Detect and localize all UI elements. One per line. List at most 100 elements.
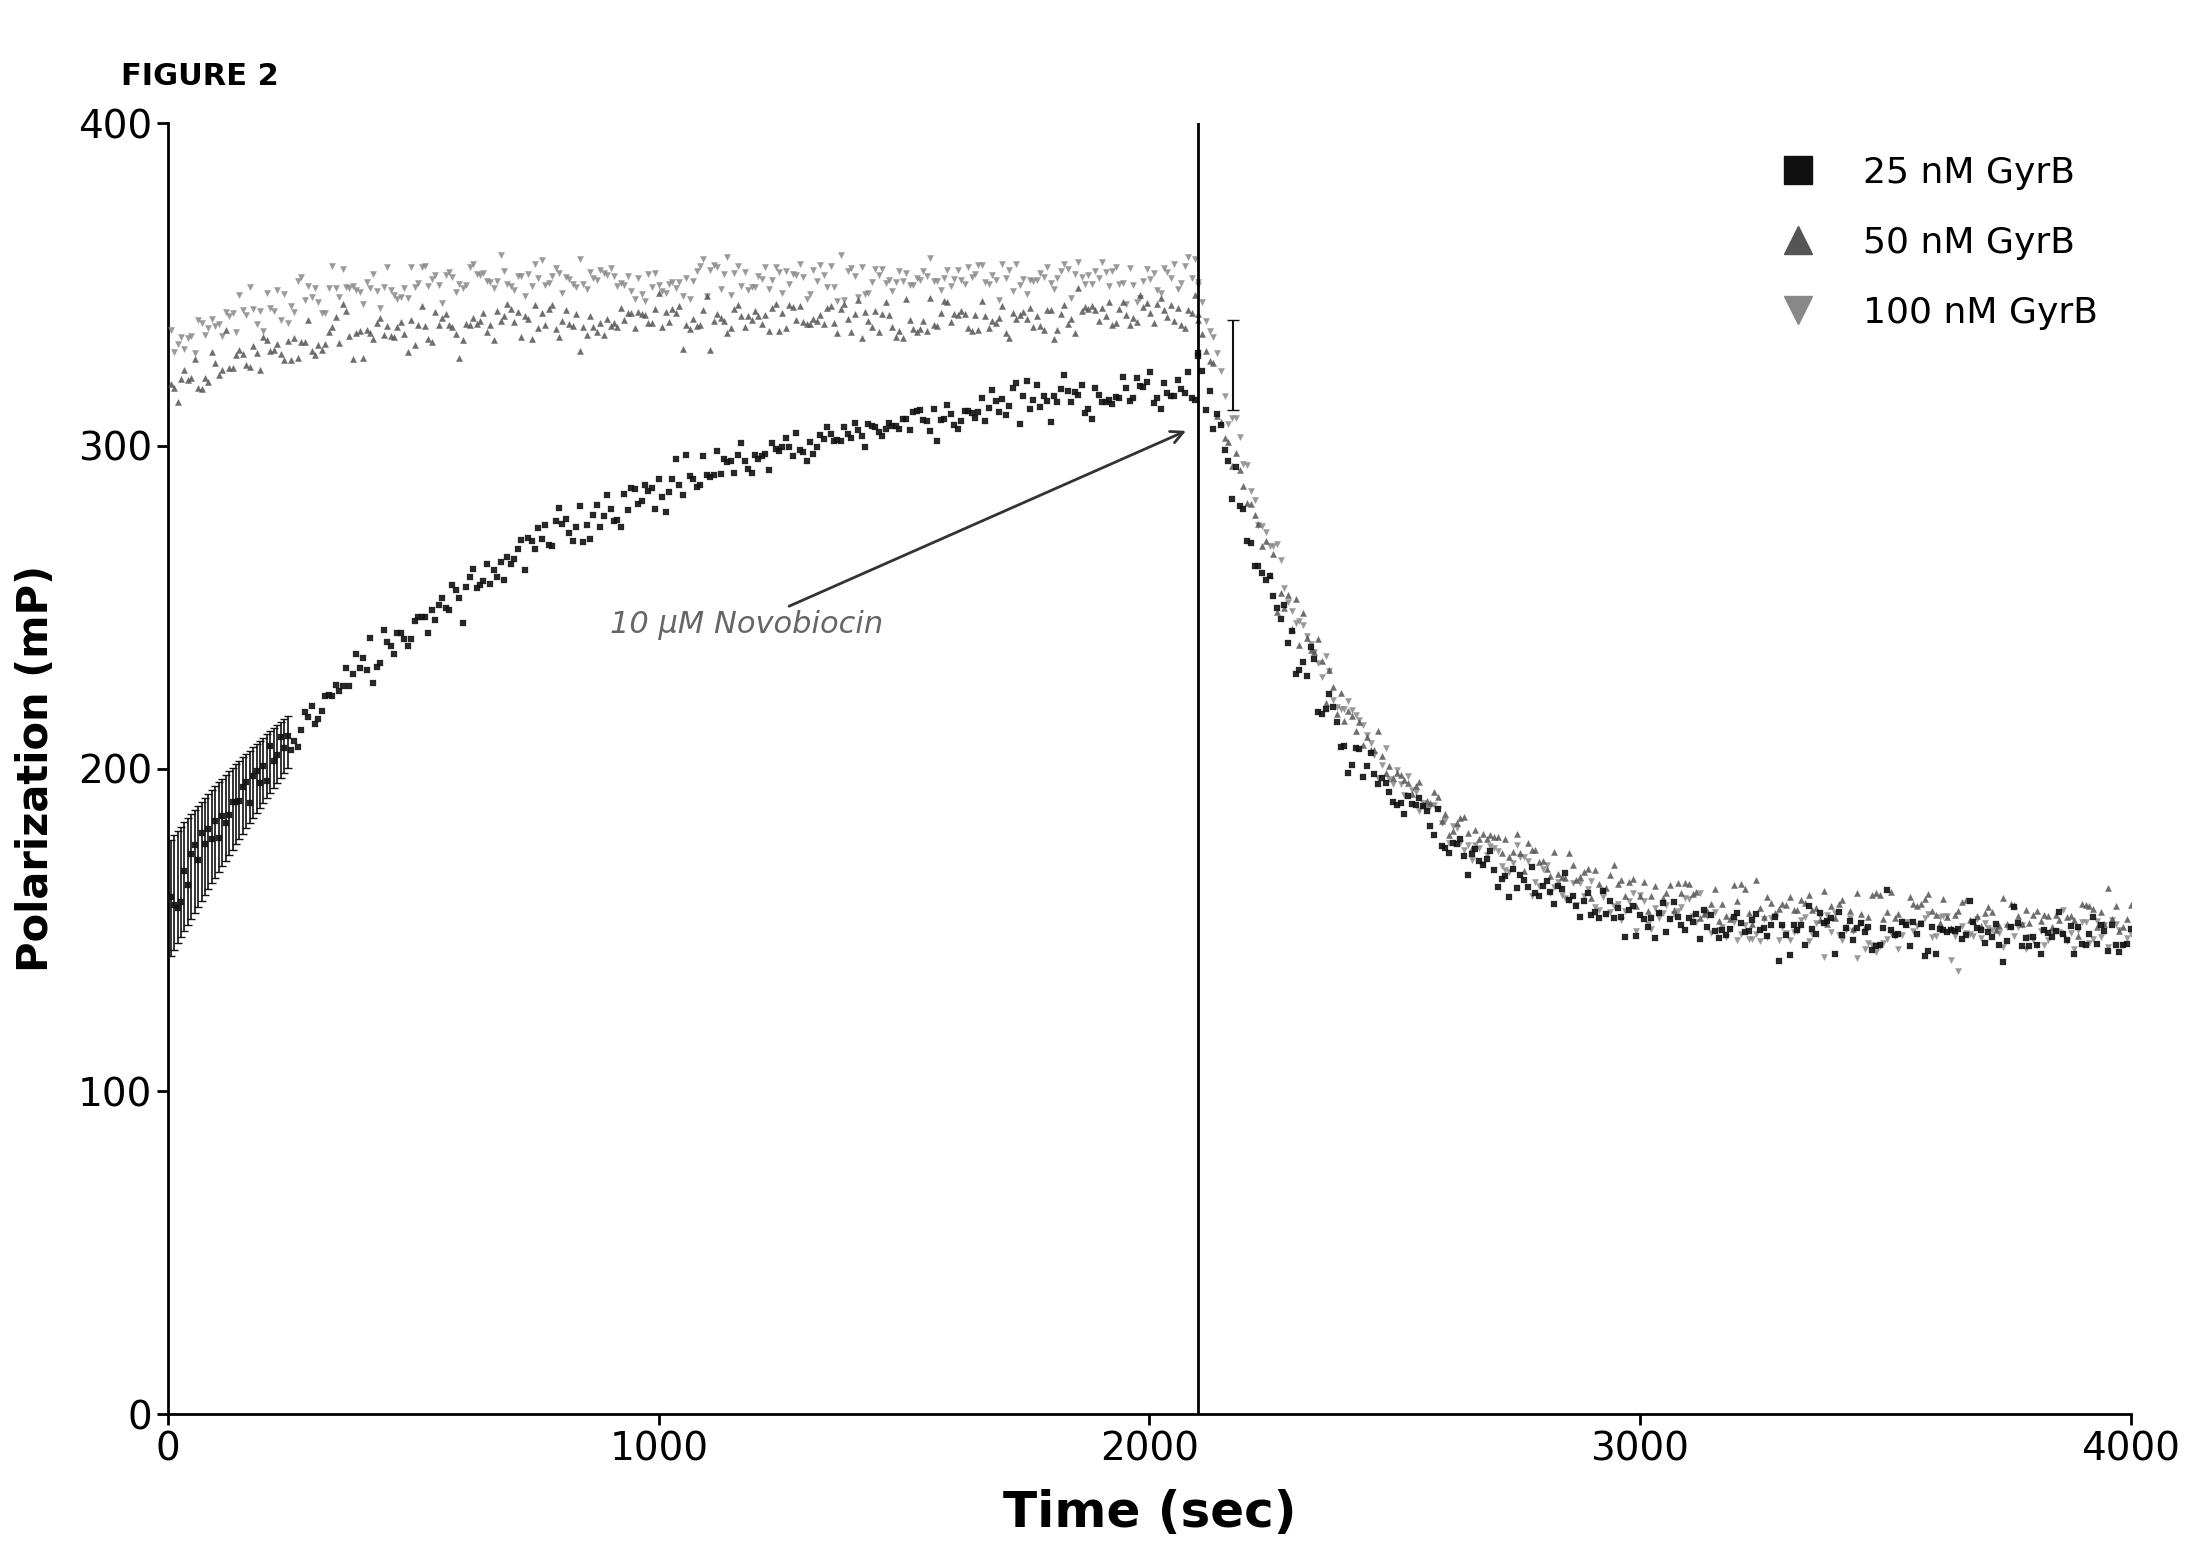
Point	[294, 284, 329, 309]
Point	[257, 338, 292, 363]
Point	[538, 508, 573, 532]
Point	[1686, 900, 1721, 925]
Point	[669, 442, 705, 467]
Point	[720, 253, 755, 278]
Point	[1119, 290, 1155, 315]
Point	[202, 312, 237, 337]
Point	[1732, 919, 1767, 944]
Point	[1376, 790, 1411, 815]
Point	[1089, 390, 1124, 414]
Point	[696, 309, 731, 334]
Point	[865, 424, 900, 449]
Point	[1918, 942, 1954, 967]
Point	[1833, 908, 1868, 933]
Point	[1787, 891, 1822, 916]
Point	[202, 826, 237, 850]
Point	[926, 289, 961, 314]
Point	[2083, 899, 2118, 923]
Point	[1850, 930, 1886, 954]
Point	[1547, 864, 1583, 889]
Point	[1960, 906, 1995, 931]
Point	[1949, 920, 1984, 945]
Point	[525, 248, 560, 273]
Point	[1282, 656, 1317, 681]
Point	[1095, 312, 1130, 337]
Point	[1034, 298, 1069, 323]
Point	[178, 348, 213, 372]
Point	[1367, 736, 1403, 760]
Point	[1357, 762, 1392, 787]
Point	[1447, 843, 1482, 868]
Point	[1806, 878, 1842, 903]
Point	[1361, 771, 1396, 796]
Point	[1899, 914, 1934, 939]
Point	[1040, 390, 1076, 414]
Point	[762, 259, 797, 284]
Point	[623, 281, 658, 306]
Point	[1181, 307, 1216, 332]
Point	[1738, 902, 1774, 927]
Point	[779, 307, 814, 332]
Point	[233, 355, 268, 380]
Point	[250, 281, 285, 306]
Point	[1796, 916, 1831, 941]
Point	[882, 320, 918, 345]
Point	[1499, 821, 1534, 846]
Point	[731, 456, 766, 481]
Point	[1357, 742, 1392, 767]
Point	[1034, 410, 1069, 435]
Point	[1275, 616, 1310, 641]
Point	[2061, 923, 2096, 948]
Point	[678, 475, 713, 500]
Point	[981, 400, 1016, 425]
Point	[1745, 906, 1780, 931]
Point	[1888, 913, 1923, 937]
Point	[1479, 875, 1515, 900]
Point	[483, 549, 518, 574]
Point	[1653, 906, 1688, 931]
Point	[1727, 913, 1763, 937]
Point	[702, 461, 738, 486]
Point	[665, 284, 700, 309]
Point	[544, 511, 579, 535]
Point	[1308, 697, 1343, 722]
Point	[1161, 296, 1196, 321]
Point	[933, 310, 968, 335]
Point	[1589, 902, 1624, 927]
Point	[312, 683, 347, 708]
Point	[2024, 908, 2059, 933]
Point	[1850, 914, 1886, 939]
Point	[775, 261, 810, 286]
Point	[1644, 891, 1679, 916]
Point	[955, 400, 990, 425]
Point	[338, 278, 373, 303]
Point	[937, 413, 972, 438]
Point	[1025, 265, 1060, 290]
Point	[1229, 490, 1264, 515]
Point	[367, 323, 402, 348]
Point	[2026, 917, 2061, 942]
Point	[538, 255, 573, 279]
Point	[301, 706, 336, 731]
Point	[1504, 863, 1539, 888]
Point	[742, 264, 777, 289]
Point	[2046, 922, 2081, 947]
Point	[404, 605, 439, 630]
Point	[764, 435, 799, 459]
Point	[277, 300, 312, 324]
Point	[1637, 874, 1673, 899]
Point	[331, 276, 367, 301]
Point	[1447, 838, 1482, 863]
Point	[1940, 899, 1976, 923]
Point	[1102, 272, 1137, 296]
Point	[1796, 897, 1831, 922]
Point	[1681, 927, 1716, 951]
Point	[1023, 261, 1058, 286]
Point	[393, 627, 428, 652]
Point	[1398, 793, 1433, 818]
Point	[1229, 528, 1264, 553]
Point	[847, 435, 882, 459]
Point	[1389, 784, 1425, 809]
Point	[1892, 909, 1927, 934]
Point	[525, 528, 560, 553]
